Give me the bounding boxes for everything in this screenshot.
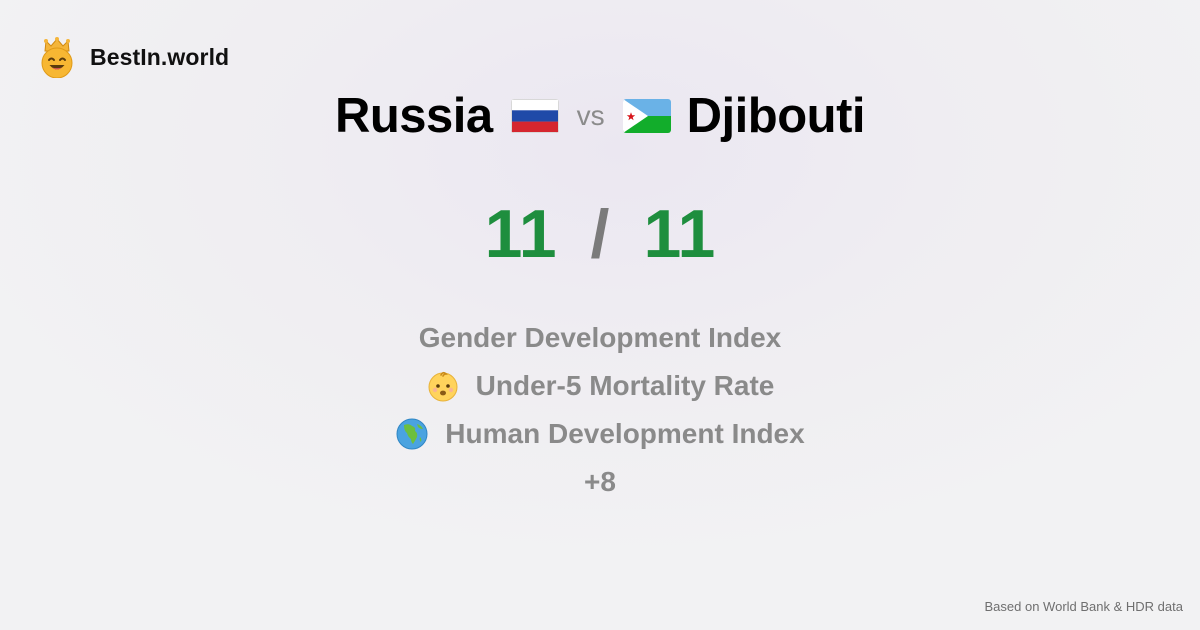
globe-africa-icon xyxy=(396,418,428,450)
score: 11 / 11 xyxy=(0,195,1200,273)
brand[interactable]: BestIn.world xyxy=(38,36,229,78)
baby-icon xyxy=(428,371,458,402)
more-count-label: +8 xyxy=(584,466,616,497)
more-metrics-count[interactable]: +8 xyxy=(584,458,616,506)
metric-under-5-mortality-rate[interactable]: Under-5 Mortality Rate xyxy=(426,362,775,410)
metric-label: Gender Development Index xyxy=(418,322,782,353)
data-source-note: Based on World Bank & HDR data xyxy=(984,599,1183,614)
metric-label: Under-5 Mortality Rate xyxy=(475,370,775,401)
brand-name: BestIn.world xyxy=(90,43,230,70)
metric-gender-development-index[interactable]: Gender Development Index xyxy=(419,314,782,362)
flag-russia-icon xyxy=(510,99,559,133)
score-separator: / xyxy=(590,196,610,272)
left-country-name[interactable]: Russia xyxy=(334,89,493,143)
left-score: 11 xyxy=(484,196,557,272)
comparison-headline: Russia vs Djibouti xyxy=(0,88,1200,144)
right-score: 11 xyxy=(643,196,716,272)
right-country-name[interactable]: Djibouti xyxy=(686,89,866,143)
metric-label: Human Development Index xyxy=(445,418,805,449)
metric-list: Gender Development Index Under-5 Mortali… xyxy=(0,314,1200,506)
flag-djibouti-icon xyxy=(622,99,671,133)
king-emoji-icon xyxy=(41,37,73,78)
metric-human-development-index[interactable]: Human Development Index xyxy=(395,410,805,458)
vs-label: vs xyxy=(576,100,605,131)
